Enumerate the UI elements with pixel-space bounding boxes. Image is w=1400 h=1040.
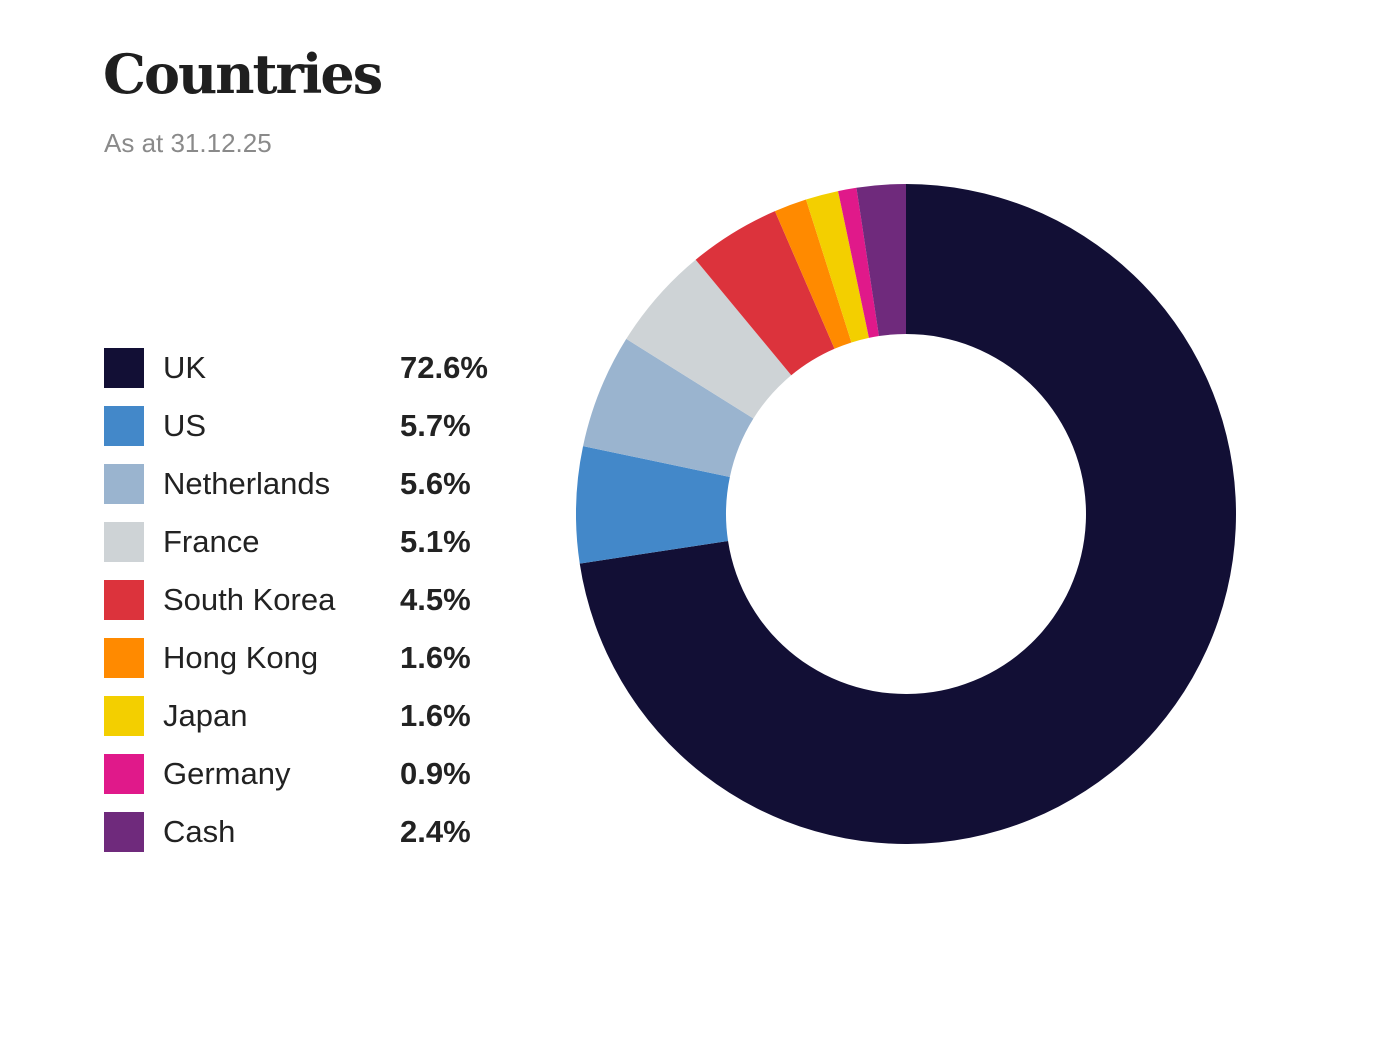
legend-item-netherlands: Netherlands 5.6% [104, 455, 488, 513]
legend-label: Hong Kong [163, 640, 319, 675]
chart-title: Countries [103, 42, 383, 106]
legend-value: 0.9% [400, 756, 471, 791]
legend-label: Netherlands [163, 466, 331, 501]
legend-item-cash: Cash 2.4% [104, 803, 488, 861]
legend-value: 1.6% [400, 698, 471, 733]
legend-value: 1.6% [400, 640, 471, 675]
legend-swatch [104, 638, 144, 678]
donut-slices [576, 184, 1236, 844]
donut-slice-france [626, 259, 792, 419]
legend-swatch [104, 580, 144, 620]
legend-item-uk: UK 72.6% [104, 339, 488, 397]
legend-item-hong-kong: Hong Kong 1.6% [104, 629, 488, 687]
legend-label: Japan [163, 698, 248, 733]
donut-slice-netherlands [583, 338, 754, 477]
legend-item-south-korea: South Korea 4.5% [104, 571, 488, 629]
legend-label: Germany [163, 756, 291, 791]
legend-swatch [104, 464, 144, 504]
donut-slice-japan [805, 191, 869, 343]
legend-label: Cash [163, 814, 236, 849]
legend-item-germany: Germany 0.9% [104, 745, 488, 803]
chart-subtitle: As at 31.12.25 [104, 128, 272, 158]
donut-chart [576, 184, 1236, 844]
legend-value: 4.5% [400, 582, 471, 617]
legend-swatch [104, 812, 144, 852]
donut-slice-south-korea [695, 211, 835, 376]
donut-slice-cash [856, 184, 906, 337]
legend-value: 2.4% [400, 814, 471, 849]
donut-slice-germany [838, 187, 879, 338]
legend-value: 5.7% [400, 408, 471, 443]
legend-value: 5.1% [400, 524, 471, 559]
legend-label: US [163, 408, 207, 443]
legend-item-japan: Japan 1.6% [104, 687, 488, 745]
legend-label: South Korea [163, 582, 336, 617]
legend-swatch [104, 754, 144, 794]
donut-slice-us [576, 446, 730, 564]
legend-item-us: US 5.7% [104, 397, 488, 455]
legend-value: 5.6% [400, 466, 471, 501]
legend-swatch [104, 696, 144, 736]
legend-item-france: France 5.1% [104, 513, 488, 571]
legend-label: France [163, 524, 260, 559]
legend-swatch [104, 522, 144, 562]
donut-slice-hong-kong [774, 199, 852, 349]
legend-label: UK [163, 350, 207, 385]
donut-slice-uk [579, 184, 1236, 844]
legend: UK 72.6% US 5.7% Netherlands 5.6% France… [104, 339, 488, 861]
legend-value: 72.6% [400, 350, 488, 385]
legend-swatch [104, 406, 144, 446]
legend-swatch [104, 348, 144, 388]
